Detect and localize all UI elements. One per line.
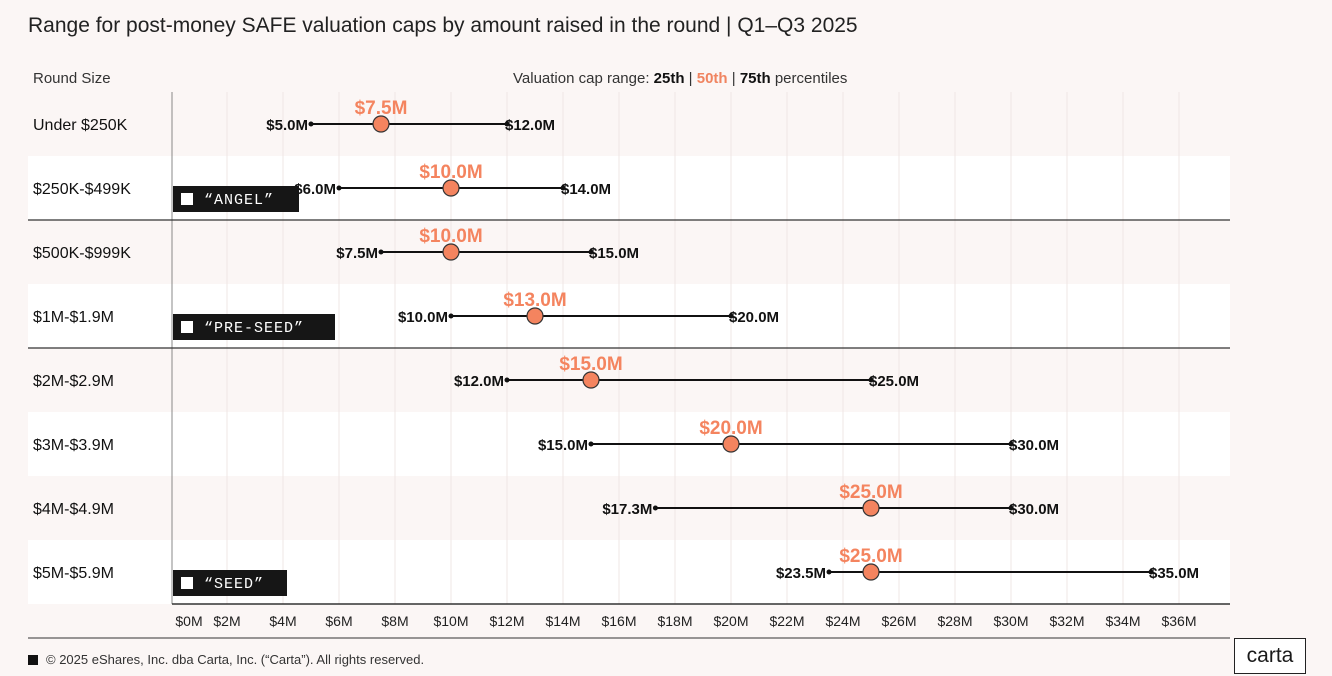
p25-marker: [308, 121, 314, 127]
median-marker: [526, 307, 544, 325]
stage-square-icon: [181, 193, 193, 205]
p25-label: $5.0M: [266, 117, 308, 134]
x-tick-label: $8M: [381, 613, 408, 629]
p75-marker: [588, 249, 594, 255]
category-label: $250K-$499K: [33, 181, 131, 198]
x-tick-label: $12M: [489, 613, 524, 629]
stage-badge: [173, 314, 335, 340]
p75-marker: [1008, 505, 1014, 511]
legend-suffix: percentiles: [774, 70, 848, 87]
median-marker: [372, 115, 390, 133]
category-label: $1M-$1.9M: [33, 309, 114, 326]
legend-prefix: Valuation cap range:: [513, 70, 650, 87]
legend-p50: 50th: [696, 70, 728, 87]
x-tick-label: $28M: [937, 613, 972, 629]
category-label: Under $250K: [33, 117, 128, 134]
p75-label: $15.0M: [589, 245, 639, 262]
footer-square-icon: [28, 654, 38, 665]
median-marker: [862, 499, 880, 517]
median-label: $7.5M: [355, 98, 408, 119]
p25-label: $7.5M: [336, 245, 378, 262]
x-tick-label: $36M: [1161, 613, 1196, 629]
median-marker: [862, 563, 880, 581]
median-marker: [722, 435, 740, 453]
category-label: $3M-$3.9M: [33, 437, 114, 454]
copyright: © 2025 eShares, Inc. dba Carta, Inc. (“C…: [46, 652, 425, 667]
p75-label: $30.0M: [1009, 437, 1059, 454]
p25-marker: [504, 377, 510, 383]
stage-label: “SEED”: [204, 576, 264, 593]
p75-marker: [1008, 441, 1014, 447]
p25-marker: [826, 569, 832, 575]
p25-label: $23.5M: [776, 565, 826, 582]
median-marker: [442, 179, 460, 197]
p75-label: $20.0M: [729, 309, 779, 326]
p75-label: $12.0M: [505, 117, 555, 134]
p25-marker: [336, 185, 342, 191]
p25-marker: [652, 505, 658, 511]
median-label: $15.0M: [559, 354, 622, 375]
legend-p25: 25th: [653, 70, 685, 87]
x-tick-label: $30M: [993, 613, 1028, 629]
x-tick-label: $34M: [1105, 613, 1140, 629]
x-tick-label: $0M: [175, 613, 202, 629]
x-tick-label: $4M: [269, 613, 296, 629]
p25-label: $6.0M: [294, 181, 336, 198]
x-tick-label: $20M: [713, 613, 748, 629]
median-marker: [582, 371, 600, 389]
stage-label: “PRE-SEED”: [204, 320, 304, 337]
x-tick-label: $24M: [825, 613, 860, 629]
median-label: $20.0M: [699, 418, 762, 439]
median-marker: [442, 243, 460, 261]
median-label: $10.0M: [419, 162, 482, 183]
category-label: $500K-$999K: [33, 245, 131, 262]
p25-label: $17.3M: [602, 501, 652, 518]
x-tick-label: $16M: [601, 613, 636, 629]
median-label: $25.0M: [839, 546, 902, 567]
category-label: $2M-$2.9M: [33, 373, 114, 390]
x-tick-label: $6M: [325, 613, 352, 629]
stage-badge: [173, 186, 299, 212]
stage-square-icon: [181, 321, 193, 333]
p75-label: $35.0M: [1149, 565, 1199, 582]
median-label: $13.0M: [503, 290, 566, 311]
carta-logo: carta: [1234, 638, 1306, 674]
p75-label: $25.0M: [869, 373, 919, 390]
p75-marker: [728, 313, 734, 319]
category-label: $4M-$4.9M: [33, 501, 114, 518]
p75-marker: [504, 121, 510, 127]
p75-label: $14.0M: [561, 181, 611, 198]
legend: Valuation cap range: 25th | 50th | 75th …: [513, 70, 848, 87]
stage-square-icon: [181, 577, 193, 589]
legend-p75: 75th: [739, 70, 771, 87]
footer: © 2025 eShares, Inc. dba Carta, Inc. (“C…: [28, 652, 424, 667]
p25-marker: [588, 441, 594, 447]
x-tick-label: $32M: [1049, 613, 1084, 629]
x-tick-label: $14M: [545, 613, 580, 629]
x-tick-label: $10M: [433, 613, 468, 629]
p75-marker: [868, 377, 874, 383]
category-label: $5M-$5.9M: [33, 565, 114, 582]
p75-marker: [1148, 569, 1154, 575]
p25-label: $15.0M: [538, 437, 588, 454]
p75-label: $30.0M: [1009, 501, 1059, 518]
chart-title: Range for post-money SAFE valuation caps…: [28, 14, 858, 37]
p25-marker: [378, 249, 384, 255]
x-tick-label: $2M: [213, 613, 240, 629]
y-axis-label: Round Size: [33, 70, 111, 87]
median-label: $25.0M: [839, 482, 902, 503]
p25-label: $12.0M: [454, 373, 504, 390]
median-label: $10.0M: [419, 226, 482, 247]
p25-marker: [448, 313, 454, 319]
p75-marker: [560, 185, 566, 191]
p25-label: $10.0M: [398, 309, 448, 326]
x-tick-label: $26M: [881, 613, 916, 629]
x-tick-label: $22M: [769, 613, 804, 629]
x-tick-label: $18M: [657, 613, 692, 629]
stage-label: “ANGEL”: [204, 192, 274, 209]
